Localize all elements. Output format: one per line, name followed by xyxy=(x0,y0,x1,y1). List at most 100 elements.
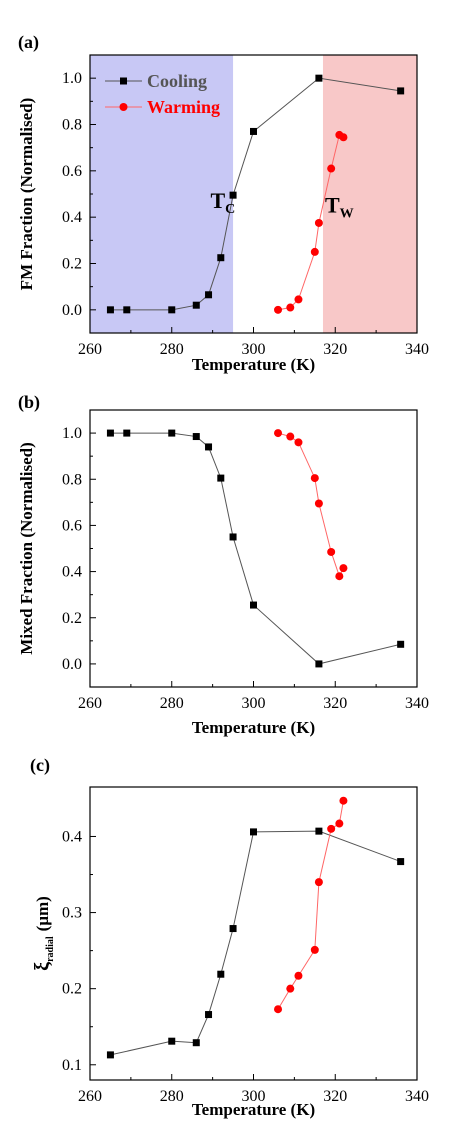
warming-data-point xyxy=(335,572,344,581)
y-tick-label: 0.1 xyxy=(62,1057,82,1074)
y-tick-label: 0.8 xyxy=(62,117,82,134)
y-axis-subscript: radial xyxy=(45,936,56,962)
cooling-data-point xyxy=(106,1051,114,1059)
warming-data-point xyxy=(310,474,319,483)
y-tick-label: 0.4 xyxy=(62,209,82,226)
cooling-data-point xyxy=(217,474,225,482)
y-tick-label: 0.0 xyxy=(62,302,82,319)
cooling-series-line xyxy=(110,77,401,311)
warming-data-point xyxy=(327,547,336,556)
x-tick-label: 300 xyxy=(242,695,266,712)
warming-data-point xyxy=(335,819,344,828)
y-axis-title: ξradial (μm) xyxy=(31,896,56,971)
cooling-data-point xyxy=(397,858,405,866)
chart-panel-c: 260 280 300 320 340 0.1 0.2 0.3 0.4 (c) Temperatur… xyxy=(0,745,450,1125)
x-tick-label: 280 xyxy=(160,1088,184,1105)
legend-label-cooling: Cooling xyxy=(147,71,207,91)
fm-fraction-chart: 260 280 300 320 340 0.0 0.2 0.4 0.6 0.8 1.0 (a) Temp… xyxy=(17,32,429,374)
mixed-fraction-chart: 260 280 300 320 340 0.0 0.2 0.4 0.6 0.8 1.0 (b) Temp… xyxy=(17,392,429,737)
x-tick-label: 260 xyxy=(78,695,102,712)
y-axis-symbol: ξ xyxy=(31,962,53,971)
x-tick-label: 320 xyxy=(323,1088,347,1105)
x-tick-label: 340 xyxy=(405,341,429,358)
x-tick-label: 320 xyxy=(323,695,347,712)
cooling-data-point xyxy=(168,306,176,314)
shaded-region-cooling xyxy=(90,55,234,333)
x-tick-label: 300 xyxy=(242,341,266,358)
annotation-tc: TC xyxy=(210,188,235,217)
y-tick-label: 0.2 xyxy=(62,256,82,273)
y-tick-label: 0.6 xyxy=(62,517,82,534)
cooling-series-line xyxy=(110,432,401,665)
cooling-data-point xyxy=(397,87,405,95)
chart-panel-a: 260 280 300 320 340 0.0 0.2 0.4 0.6 0.8 1.0 (a) Temp… xyxy=(0,0,450,380)
y-tick-label: 0.8 xyxy=(62,471,82,488)
annotation-tw: TW xyxy=(325,193,354,222)
warming-data-point xyxy=(294,295,303,304)
cooling-data-point xyxy=(397,640,405,648)
cooling-data-point xyxy=(250,601,257,609)
cooling-data-point xyxy=(229,191,237,199)
plot-frame xyxy=(89,409,418,688)
warming-data-point xyxy=(274,305,283,314)
panel-label: (a) xyxy=(18,32,39,53)
y-tick-label: 0.2 xyxy=(62,981,82,998)
cooling-data-point xyxy=(315,660,323,668)
warming-data-point xyxy=(286,303,295,312)
warming-data-point xyxy=(314,218,323,227)
legend-label-warming: Warming xyxy=(147,97,220,117)
warming-data-point xyxy=(327,164,336,173)
warming-data-point xyxy=(286,432,295,441)
cooling-data-point xyxy=(106,306,114,314)
cooling-data-point xyxy=(123,306,131,314)
y-axis-title: FM Fraction (Normalised) xyxy=(17,98,36,291)
warming-data-point xyxy=(310,945,319,954)
x-tick-label: 320 xyxy=(323,341,347,358)
cooling-data-point xyxy=(217,254,225,262)
panel-label: (b) xyxy=(18,392,40,413)
chart-panel-b: 260 280 300 320 340 0.0 0.2 0.4 0.6 0.8 1.0 (b) Temp… xyxy=(0,380,450,745)
y-tick-label: 0.0 xyxy=(62,656,82,673)
cooling-data-point xyxy=(205,443,213,451)
x-tick-label: 340 xyxy=(405,1088,429,1105)
cooling-data-point xyxy=(168,429,176,437)
cooling-data-point xyxy=(315,827,323,835)
cooling-data-point xyxy=(192,301,200,309)
warming-data-point xyxy=(274,429,283,438)
x-tick-label: 260 xyxy=(78,341,102,358)
warming-data-point xyxy=(339,564,348,573)
x-axis-title: Temperature (K) xyxy=(192,718,315,737)
cooling-data-point xyxy=(168,1037,176,1045)
panel-label: (c) xyxy=(30,755,50,776)
warming-data-point xyxy=(339,796,348,805)
x-tick-label: 280 xyxy=(160,341,184,358)
cooling-data-point xyxy=(250,127,257,135)
warming-data-point xyxy=(286,984,295,993)
cooling-data-point xyxy=(123,429,131,437)
y-tick-label: 1.0 xyxy=(62,70,82,87)
y-tick-label: 0.4 xyxy=(62,564,82,581)
x-tick-label: 300 xyxy=(242,1088,266,1105)
annotation-symbol: T xyxy=(325,193,340,218)
y-tick-label: 1.0 xyxy=(62,425,82,442)
legend-marker-warming xyxy=(119,103,128,111)
cooling-data-point xyxy=(106,429,114,437)
cooling-data-point xyxy=(217,970,225,978)
annotation-subscript: C xyxy=(225,202,235,217)
warming-data-point xyxy=(314,878,323,887)
y-tick-label: 0.2 xyxy=(62,610,82,627)
cooling-series-line xyxy=(110,830,401,1056)
cooling-data-point xyxy=(229,925,237,933)
shaded-region-warming xyxy=(322,55,417,333)
x-tick-label: 340 xyxy=(405,695,429,712)
cooling-data-point xyxy=(205,291,213,299)
y-axis-unit: (μm) xyxy=(33,896,52,931)
annotation-symbol: T xyxy=(210,188,225,213)
warming-data-point xyxy=(294,971,303,980)
warming-data-point xyxy=(314,499,323,508)
x-axis-title: Temperature (K) xyxy=(192,355,315,374)
x-tick-label: 260 xyxy=(78,1088,102,1105)
y-tick-label: 0.6 xyxy=(62,163,82,180)
annotation-subscript: W xyxy=(340,207,354,222)
cooling-data-point xyxy=(205,1011,213,1019)
